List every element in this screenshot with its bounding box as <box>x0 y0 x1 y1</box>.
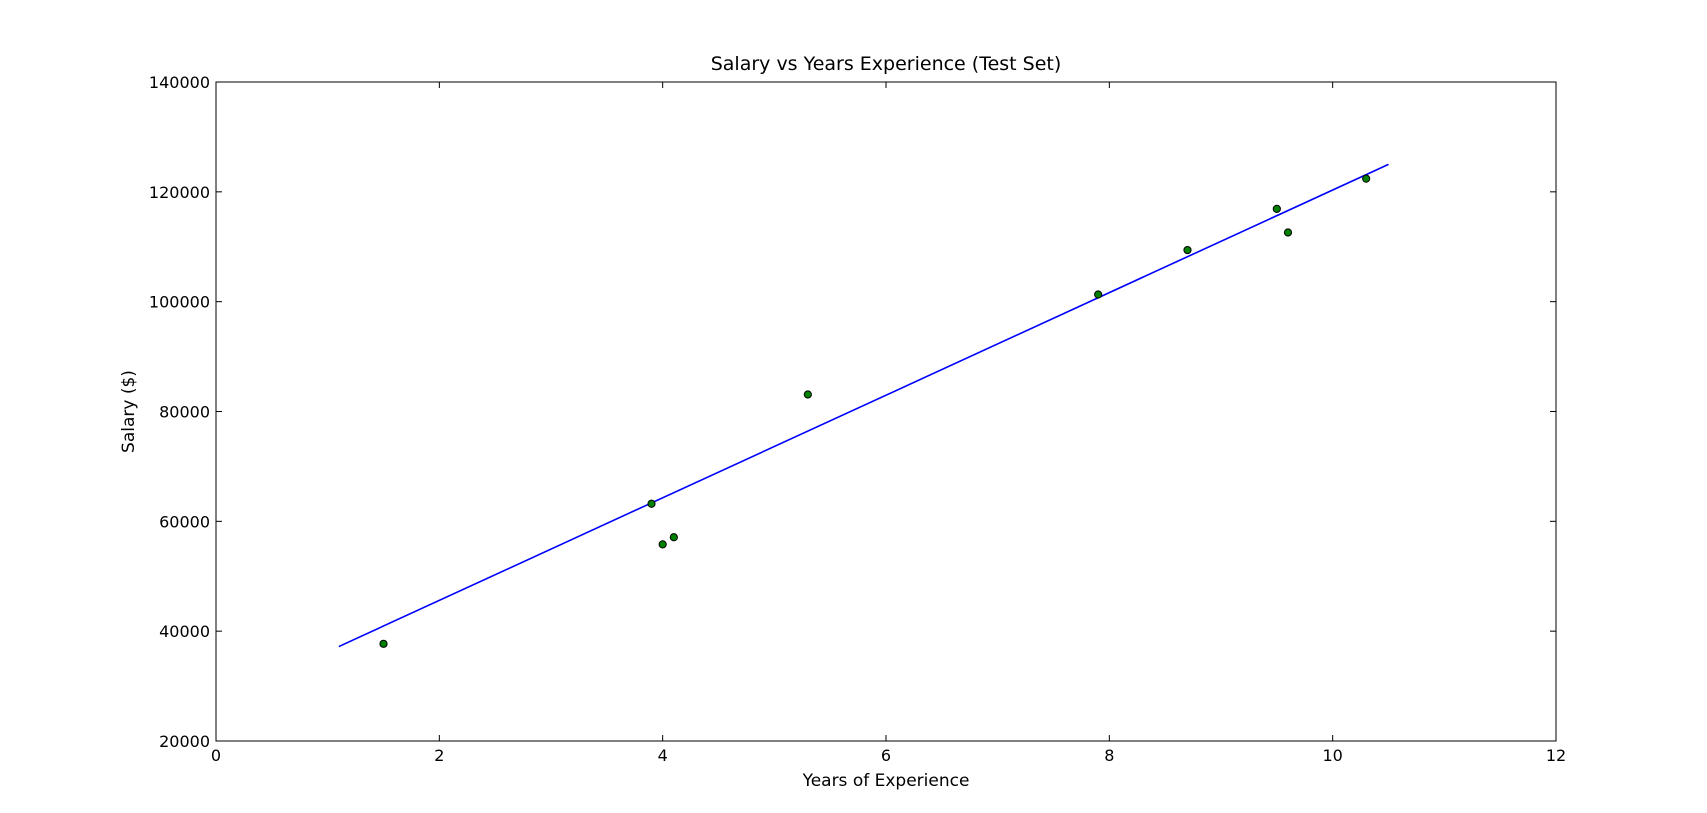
x-tick-label: 2 <box>434 746 444 765</box>
scatter-point <box>1272 204 1281 213</box>
x-tick-label: 10 <box>1322 746 1342 765</box>
scatter-point <box>669 533 678 542</box>
y-tick-label: 80000 <box>159 403 210 422</box>
x-tick-label: 4 <box>658 746 668 765</box>
y-tick-label: 40000 <box>159 622 210 641</box>
x-tick-label: 6 <box>881 746 891 765</box>
y-tick-label: 100000 <box>149 293 210 312</box>
scatter-point <box>647 499 656 508</box>
x-tick-label: 12 <box>1546 746 1566 765</box>
y-tick-label: 120000 <box>149 183 210 202</box>
scatter-point <box>1362 174 1371 183</box>
y-tick-label: 20000 <box>159 732 210 751</box>
y-tick-label: 140000 <box>149 73 210 92</box>
scatter-point <box>379 639 388 648</box>
x-axis-label: Years of Experience <box>802 771 970 791</box>
y-axis-label: Salary ($) <box>119 370 139 453</box>
scatter-point <box>658 540 667 549</box>
x-tick-label: 8 <box>1104 746 1114 765</box>
scatter-point <box>1283 228 1293 237</box>
chart-title: Salary vs Years Experience (Test Set) <box>711 53 1062 75</box>
y-tick-label: 60000 <box>159 512 210 531</box>
plot-area: 0 2 4 6 8 10 12 20000 40000 60000 80000 100000 12000… <box>149 73 1566 765</box>
scatter-point <box>803 390 812 399</box>
x-tick-label: 0 <box>211 746 221 765</box>
scatter-point <box>1094 290 1103 299</box>
scatter-point <box>1183 245 1192 255</box>
regression-line <box>338 163 1389 648</box>
